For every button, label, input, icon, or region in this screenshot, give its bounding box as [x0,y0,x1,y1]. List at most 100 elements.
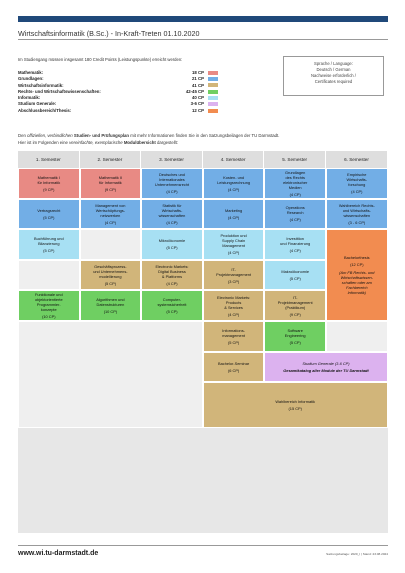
language-line: Sprache / Language: [314,61,353,66]
module-note: Den offiziellen, verbindlichen Studien- … [18,133,388,146]
credit-row: Mathematik: 18 CP [18,70,218,76]
module-name: Buchführung und Bilanzierung [33,235,64,246]
semester-header: 5. Semester [264,151,326,168]
module-credits: (5 CP) [43,214,55,220]
module-credits: (4 CP) [289,191,301,197]
module-software-eng[interactable]: Software Engineering (5 CP) [264,321,326,352]
note-bold: Modulübersicht [122,139,156,145]
credit-label: Rechts- und Wirtschaftswissenschaften: [18,88,101,94]
module-credits: (5 CP) [43,247,55,253]
note-italic: vereinfachte, exemplarische [69,139,123,145]
module-credits: (6 CP) [227,367,240,373]
credit-row: Abschlussbereich/Thesis: 12 CP [18,108,218,114]
credit-summary: Mathematik: 18 CP Grundlagen: 21 CP Wirtscha… [18,70,218,114]
module-bachelorthesis[interactable]: Bachelorthesis (12 CP) (Am FB Rechts- und … [326,229,388,321]
note-text: mit mehr Informationen finden Sie in den… [129,133,280,138]
module-mathe-1[interactable]: Mathematik I für Informatik (9 CP) [18,168,80,199]
module-credits: (4 CP) [104,219,117,225]
credit-color-swatch [208,95,218,100]
module-makrooekonomie[interactable]: Makroökonomie (5 CP) [264,259,326,291]
module-operations[interactable]: Operations Research (4 CP) [264,198,326,230]
credit-value: 3-6 CP [190,101,204,107]
module-credits: (4 CP) [166,189,178,195]
module-empirische[interactable]: Empirische Wirtschafts- forschung (4 CP) [326,168,388,199]
module-electronic-markets-1[interactable]: Electronic Markets: Digital Business & P… [141,259,203,291]
module-credits: (4 CP) [227,186,240,192]
module-credits: (3 - 6 CP) [348,219,366,225]
footer-meta: Satzungsbeilage: 2020_I | Stand: 23.08.2… [326,552,388,556]
module-studium-generale[interactable]: Studium Generale (3-6 CP) Gesamtkatalog a… [264,351,388,383]
module-wahlbereich-recht[interactable]: Wahlbereich Rechts- und Wirtschafts- wis… [326,198,388,230]
module-informationsmanagement[interactable]: Informations- management (5 CP) [202,321,265,352]
module-credits: (4 CP) [289,217,301,223]
module-deutsche-intl[interactable]: Deutsches und Internationales Unternehme… [141,168,203,199]
credit-value: 12 CP [192,107,204,113]
credit-row: Wirtschaftsinformatik: 41 CP [18,83,218,89]
semester-header: 4. Semester [202,151,265,168]
module-credits: (5 CP) [289,339,301,345]
module-credits: (5 CP) [227,339,240,345]
module-name: Marketing [225,207,243,213]
module-name: Kosten- und Leistungsrechnung [217,174,251,185]
language-line: Nachweise erforderlich / [311,73,356,78]
intro-text: Im Studiengang müssen insgesamt 180 Cred… [18,57,183,62]
module-electronic-markets-2[interactable]: Electronic Markets: Products & Services(… [202,290,265,321]
module-name: Statistik für Wirtschafts- wissenschafte… [158,202,186,218]
module-credits: (10 CP) [42,314,56,320]
module-buchfuehrung[interactable]: Buchführung und Bilanzierung (5 CP) [18,229,80,260]
module-name: Mikroökonomie [158,238,186,244]
module-credits: (5 CP) [166,245,178,251]
module-funktionale[interactable]: Funktionale und objektorientierte Progra… [18,290,80,321]
module-name: Electronic Markets: Products & Services [217,294,251,310]
credit-label: Studium Generale: [18,101,57,107]
footer-url[interactable]: www.wi.tu-darmstadt.de [18,550,99,557]
module-kosten[interactable]: Kosten- und Leistungsrechnung (4 CP) [202,168,265,199]
module-credits: (4 CP) [289,247,301,253]
module-production[interactable]: Produktion und Supply Chain Management (4… [202,229,265,260]
module-name: Management von Wertschöpfungs- netzwerke… [95,202,126,218]
module-note: (Am FB Rechts- und Wirtschaftswissen- sc… [339,270,375,296]
module-vertragsrecht[interactable]: Vertragsrecht (5 CP) [18,198,80,230]
module-credits: (5 CP) [104,281,117,287]
credit-color-swatch [208,77,218,82]
module-management-wsn[interactable]: Management von Wertschöpfungs- netzwerke… [79,198,142,230]
module-it-projekt[interactable]: IT- Projektmanagement (3 CP) [202,259,265,291]
module-name: Bachelor-Seminar [218,360,250,366]
module-mikrooekonomie[interactable]: Mikroökonomie (5 CP) [141,229,203,260]
module-name: Wahlbereich Informatik [275,399,316,405]
semester-header: 6. Semester [326,151,388,168]
module-computersystem[interactable]: Computer- systemsicherheit (5 CP) [141,290,203,321]
empty-cell [18,259,80,291]
note-text: Den [18,133,28,138]
credit-value: 21 CP [192,76,204,82]
module-name: Makroökonomie [281,269,310,275]
credit-color-swatch [208,83,218,88]
module-name: Electronic Markets: Digital Business & P… [155,264,189,280]
module-credits: (9 CP) [289,311,301,317]
module-investition[interactable]: Investition und Finanzierung (4 CP) [264,229,326,260]
module-name: Studium Generale (3-6 CP) [302,360,350,366]
module-name: Produktion und Supply Chain Management [220,233,247,249]
module-wahlbereich-wi[interactable]: Wahlbereich Informatik (15 CP) [202,382,388,429]
module-bachelor-seminar[interactable]: Bachelor-Seminar (6 CP) [202,351,265,383]
module-credits: (3 CP) [227,278,240,284]
module-name: Deutsches und Internationales Unternehme… [154,172,190,188]
module-grundlagen-recht[interactable]: Grundlagen des Rechts elektronischer Med… [264,168,326,199]
module-geschaeftsprozess[interactable]: Geschäftsprozess- und Unternehmens- mode… [79,259,142,291]
language-box: Sprache / Language: Deutsch / German Nac… [283,56,384,96]
module-name: Grundlagen des Rechts elektronischer Med… [283,169,308,190]
footer-divider [18,545,388,546]
module-name: Computer- systemsicherheit [157,297,187,308]
module-it-praktikum[interactable]: IT- Projektmanagement (Praktikum) (9 CP) [264,290,326,321]
credit-color-swatch [208,108,218,113]
module-mathe-2[interactable]: Mathematik II für Informatik (9 CP) [79,168,142,199]
semester-header: 3. Semester [141,151,203,168]
module-name: Algorithmen und Datenstrukturen [96,297,125,308]
module-credits: (4 CP) [227,250,240,256]
credit-color-swatch [208,89,218,94]
credit-label: Mathematik: [18,70,44,75]
module-algorithmen[interactable]: Algorithmen und Datenstrukturen (10 CP) [79,290,142,321]
module-name: Mathematik I für Informatik [37,174,61,185]
module-statistik[interactable]: Statistik für Wirtschafts- wissenschafte… [141,198,203,230]
module-marketing[interactable]: Marketing (4 CP) [202,198,265,230]
